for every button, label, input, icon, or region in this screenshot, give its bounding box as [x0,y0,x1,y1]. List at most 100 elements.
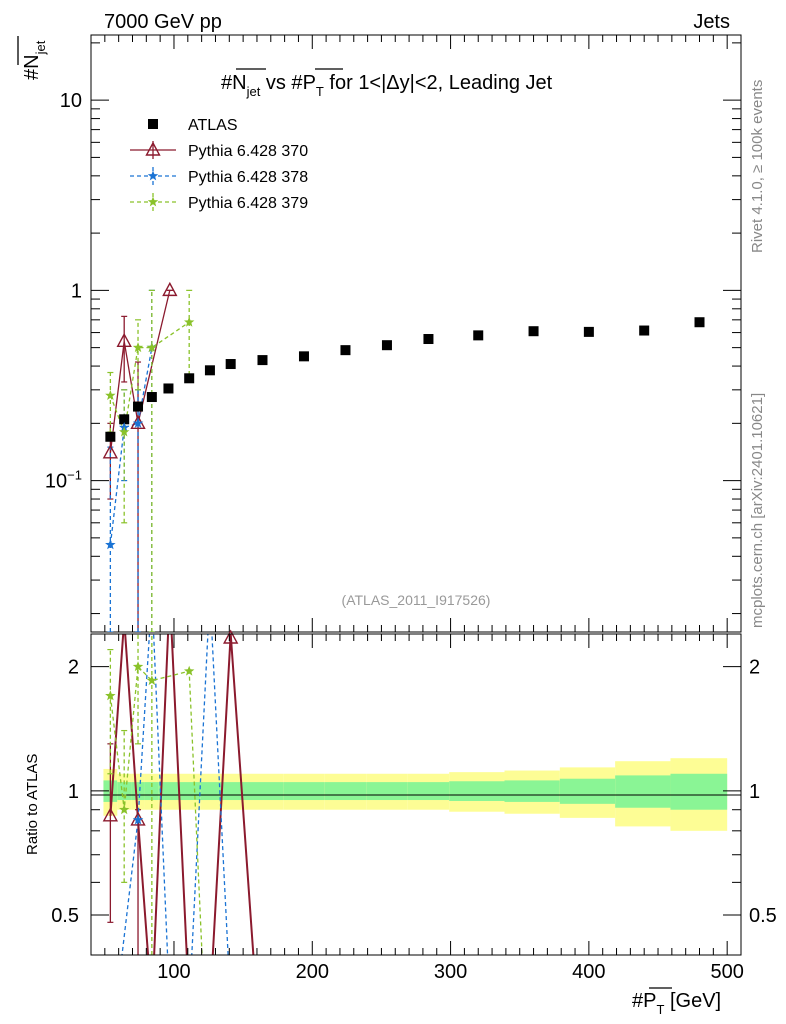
ratio-band-green [158,782,180,801]
analysis-watermark: (ATLAS_2011_I917526) [342,592,491,608]
y-tick-label-base: 10 [45,471,67,493]
ratio-tick-label-right: 1 [749,781,760,803]
y-tick-label-exponent: −1 [67,468,82,483]
ratio-tick-label-left: 0.5 [51,905,79,927]
ratio-data-point [102,807,119,822]
x-axis-label-unit: [GeV] [664,990,721,1012]
ratio-series-line [109,665,203,955]
main-axis-ticks [91,35,741,632]
ratio-band-green [221,782,242,801]
ratio-band-green [131,782,145,801]
data-point [132,417,144,428]
ratio-band-green [283,782,325,801]
data-point [528,326,539,337]
data-point [116,332,132,347]
y-tick-label: 10 [60,90,82,112]
y-axis-label-text: #Njet [21,40,48,80]
x-axis-label-main: #P [632,990,656,1012]
y-axis-label-main: #N [21,54,43,80]
x-axis-label: #PT [GeV] [632,987,721,1017]
data-point [163,383,174,394]
ratio-tick-label-left: 2 [68,657,79,679]
data-point [105,390,116,400]
data-point [162,281,178,297]
chart-title: #Njet vs #PT for 1<|Δy|<2, Leading Jet [221,72,553,99]
ratio-data-point [105,690,116,701]
ratio-tick-label-left: 1 [68,781,79,803]
ratio-data-point [146,675,158,686]
x-tick-label: 100 [157,961,190,983]
ratio-axis-ticks [91,634,741,956]
ratio-band-green [449,781,505,801]
data-point [694,317,705,328]
ratio-data-point [119,804,130,815]
data-point [132,342,144,353]
ratio-plot-frame [90,633,742,956]
data-point [257,355,268,366]
data-point [423,334,434,345]
data-point [204,365,215,376]
legend-marker [148,119,158,129]
data-point [133,401,144,412]
ratio-band-green [179,782,201,801]
y-tick-label: 10−1 [45,468,82,493]
ratio-series-line [109,634,255,955]
ratio-plot-panel: 0.5 0.5 1 1 2 2 [51,629,777,956]
ratio-data-point [132,814,144,825]
data-point [119,426,130,437]
data-point [184,316,195,327]
ratio-uncertainty-bands [103,758,728,831]
data-point [105,539,116,550]
data-point [298,351,309,362]
data-point [146,342,158,353]
ratio-band-green [615,775,671,808]
header-process-label: Jets [693,11,730,33]
ratio-band-green [200,782,221,801]
data-point [583,326,594,337]
ratio-data-point [132,661,144,672]
y-axis-label-sub: jet [33,40,48,55]
legend-marker [145,141,161,156]
y-tick-label: 1 [71,280,82,302]
ratio-data-point [223,629,239,644]
data-point [102,444,119,459]
ratio-y-axis-label: Ratio to ATLAS [24,754,41,855]
ratio-band-green [324,782,367,801]
chart-title-part4: for 1<|Δy|<2, Leading Jet [324,72,553,94]
ratio-band-green [407,782,450,801]
ratio-band-green [504,780,560,802]
rivet-version-label: Rivet 4.1.0, ≥ 100k events [749,80,766,253]
x-axis-label-text: #PT [GeV] [632,990,721,1017]
mcplots-source-label: mcplots.cern.ch [arXiv:2401.10621] [749,393,766,628]
chart-title-part3-sub: T [316,84,324,99]
ratio-band-green [366,782,408,801]
data-point [119,414,130,425]
main-plot-markers [102,281,705,550]
legend: ATLAS Pythia 6.428 370 Pythia 6.428 378 Pyt… [130,117,308,212]
main-plot-frame [90,34,742,633]
legend-label: Pythia 6.428 370 [188,143,308,160]
ratio-band-green [241,782,284,801]
ratio-plot-markers [102,629,239,826]
ratio-tick-label-right: 0.5 [749,905,777,927]
main-y-axis-label: #Njet [17,36,48,80]
ratio-band-green [559,778,616,804]
legend-marker [147,196,159,207]
chart-title-part1: #N [221,72,247,94]
x-tick-label: 400 [572,961,605,983]
data-point [105,431,116,442]
x-tick-label: 300 [434,961,467,983]
x-tick-label: 500 [710,961,743,983]
series-line [109,347,153,545]
header-energy-label: 7000 GeV pp [104,11,222,33]
legend-label: Pythia 6.428 378 [188,169,308,186]
ratio-data-point [184,665,195,676]
x-axis-label-sub: T [656,1002,664,1017]
ratio-tick-label-right: 2 [749,657,760,679]
x-tick-labels: 100 200 300 400 500 [157,961,744,983]
ratio-tick-labels: 0.5 0.5 1 1 2 2 [51,657,777,927]
ratio-band-green [670,773,728,810]
